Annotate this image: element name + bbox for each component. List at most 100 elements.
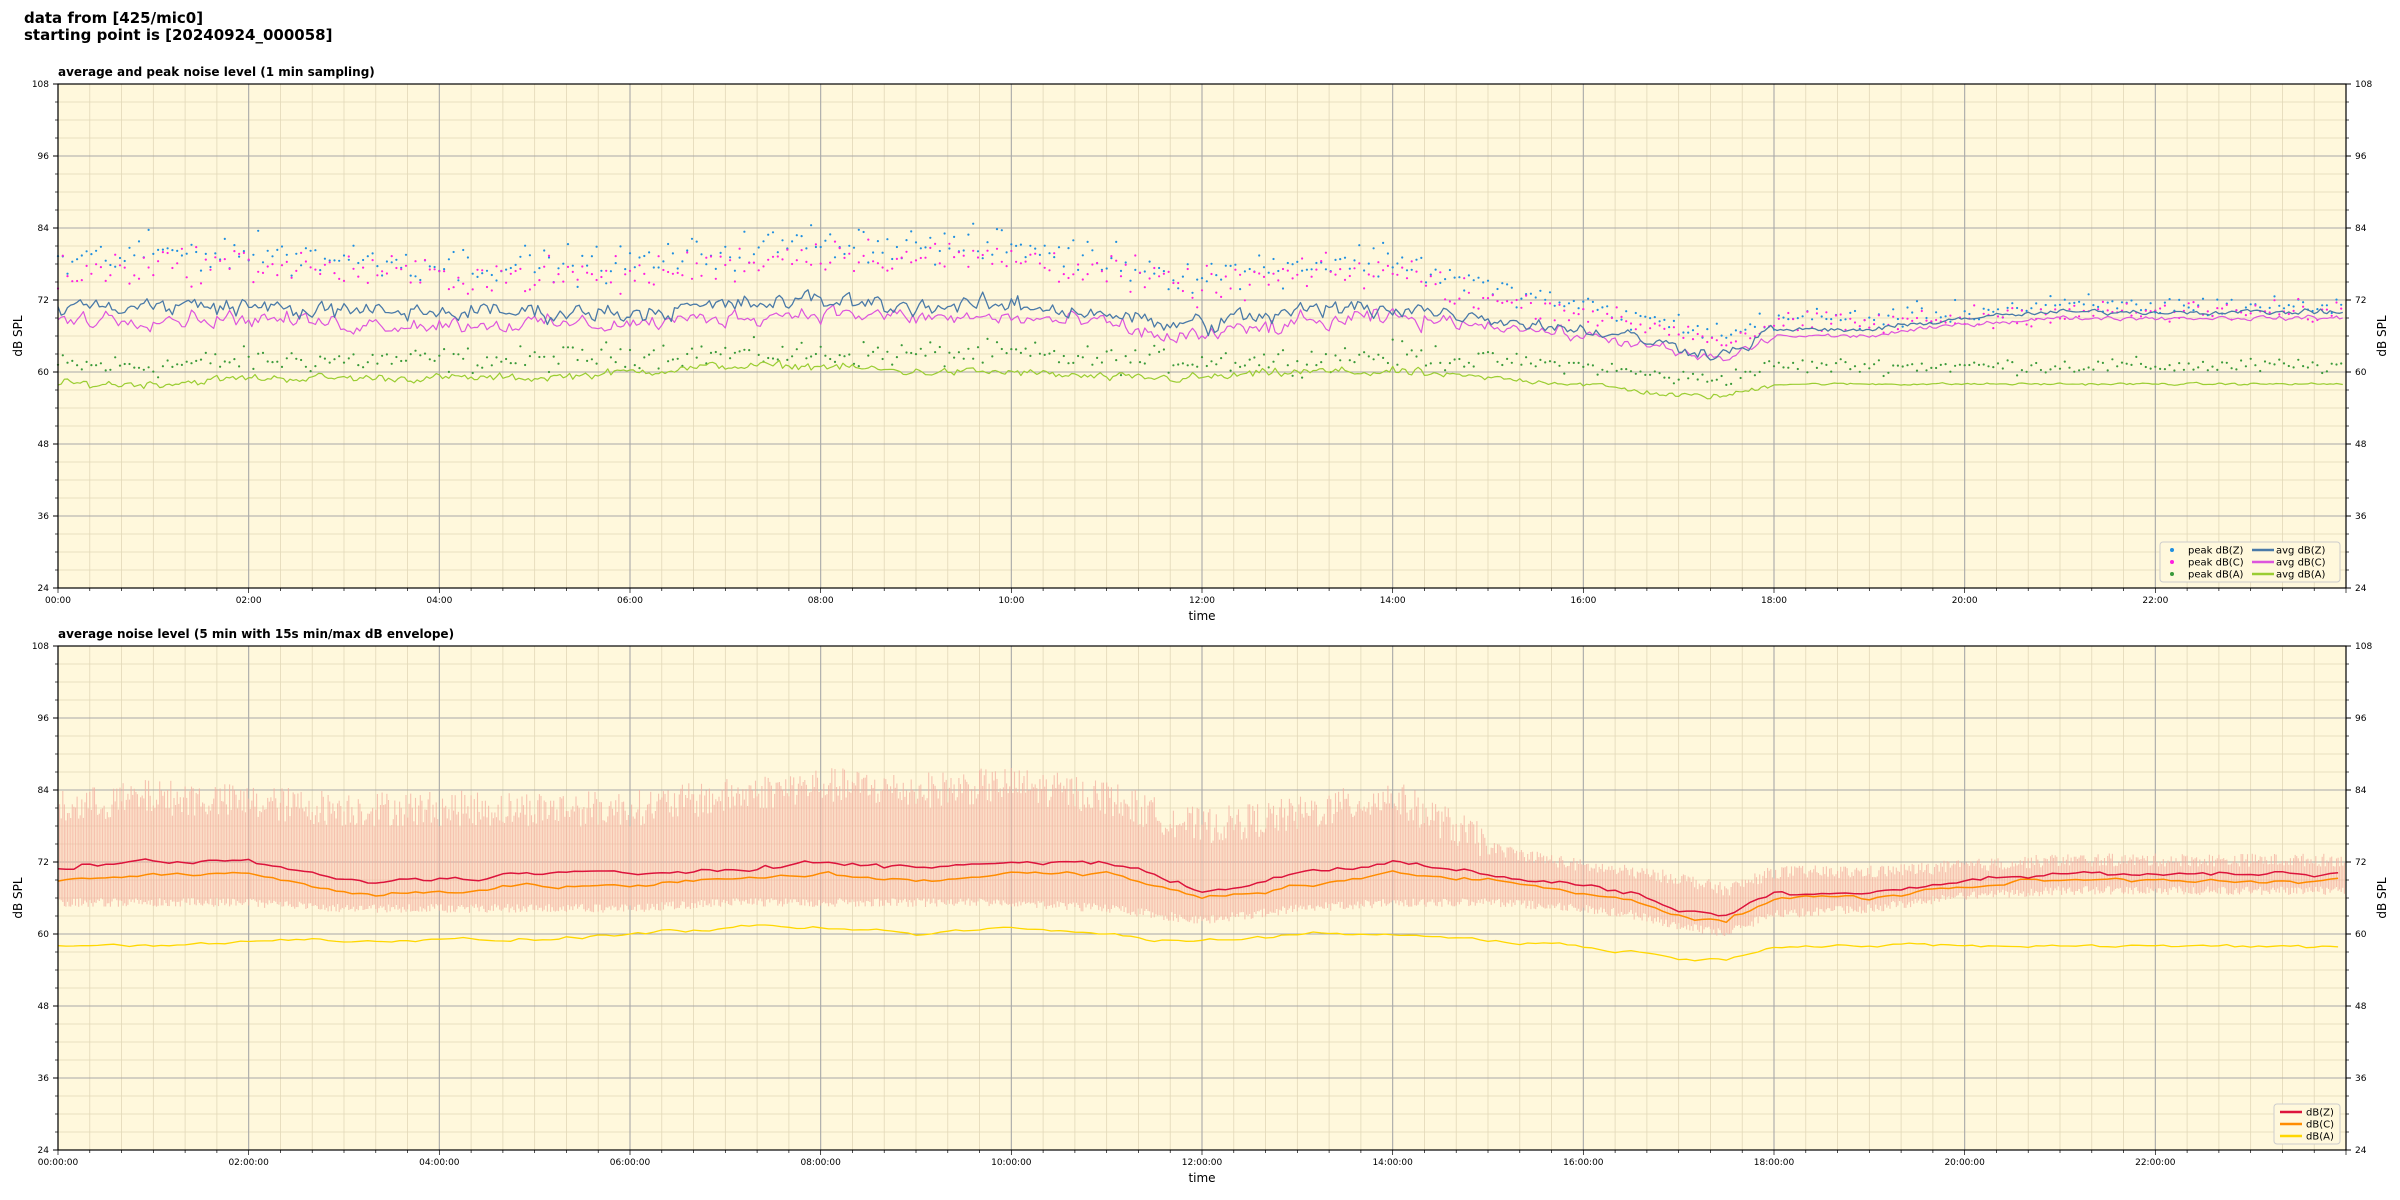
peak-a-point	[2297, 358, 2300, 361]
peak-c-point	[1653, 322, 1656, 325]
peak-a-point	[1553, 361, 1556, 364]
peak-c-point	[1200, 289, 1204, 292]
peak-a-point	[1625, 368, 1628, 371]
peak-c-point	[1668, 333, 1671, 336]
peak-z-point	[2268, 306, 2271, 309]
peak-c-point	[1915, 316, 1919, 320]
peak-c-point	[1315, 268, 1318, 271]
peak-a-point	[590, 358, 594, 361]
peak-z-point	[819, 245, 822, 249]
peak-a-point	[2240, 359, 2243, 362]
peak-z-point	[1153, 272, 1156, 275]
peak-z-point	[643, 254, 646, 258]
peak-z-point	[1463, 289, 1466, 292]
peak-z-point	[1358, 244, 1361, 247]
peak-z-point	[1744, 328, 1747, 331]
ytick-label-right: 96	[2355, 714, 2367, 724]
ytick-label-left: 60	[38, 930, 50, 940]
peak-c-point	[1048, 269, 1051, 272]
peak-z-point	[314, 249, 317, 252]
peak-a-point	[972, 357, 975, 360]
peak-c-point	[1601, 319, 1604, 322]
peak-c-point	[238, 252, 241, 255]
peak-z-point	[1734, 329, 1737, 332]
peak-z-point	[657, 266, 660, 269]
peak-z-point	[1486, 279, 1490, 282]
peak-z-point	[404, 253, 408, 256]
peak-z-point	[962, 249, 965, 252]
peak-c-point	[209, 268, 212, 271]
peak-a-point	[2058, 367, 2062, 370]
peak-c-point	[1463, 277, 1466, 280]
peak-z-point	[724, 245, 727, 248]
peak-z-point	[1996, 308, 2000, 311]
peak-a-point	[1601, 368, 1604, 371]
ytick-label-left: 72	[38, 858, 49, 868]
peak-c-point	[2130, 314, 2133, 317]
peak-c-point	[1672, 326, 1675, 329]
peak-z-point	[1010, 243, 1013, 246]
peak-z-point	[2178, 298, 2181, 301]
peak-a-point	[295, 357, 298, 360]
peak-c-point	[123, 266, 126, 269]
peak-c-point	[1410, 260, 1413, 263]
peak-c-point	[924, 256, 927, 259]
peak-a-point	[2335, 363, 2338, 366]
peak-z-point	[791, 240, 794, 243]
peak-z-point	[972, 222, 975, 225]
peak-a-point	[1177, 363, 1180, 366]
peak-a-point	[652, 349, 655, 352]
peak-a-point	[557, 362, 560, 365]
peak-z-point	[90, 253, 93, 256]
peak-z-point	[1515, 306, 1518, 309]
peak-z-point	[1405, 269, 1409, 272]
peak-z-point	[2073, 301, 2076, 304]
peak-z-point	[1510, 286, 1513, 289]
peak-c-point	[385, 272, 388, 275]
peak-c-point	[1301, 257, 1304, 260]
peak-a-point	[1019, 351, 1023, 354]
peak-c-point	[1772, 324, 1776, 327]
peak-c-point	[76, 279, 79, 283]
peak-c-point	[2311, 320, 2314, 323]
peak-z-point	[1896, 317, 1899, 321]
peak-a-point	[423, 352, 427, 355]
ytick-label-left: 108	[32, 80, 49, 90]
peak-a-point	[1215, 363, 1218, 366]
ytick-label-right: 84	[2355, 224, 2367, 234]
peak-c-point	[1296, 273, 1299, 276]
peak-c-point	[624, 273, 627, 276]
peak-z-point	[1591, 300, 1594, 303]
peak-z-point	[80, 254, 83, 257]
peak-c-point	[1391, 272, 1394, 275]
peak-z-point	[1057, 246, 1061, 249]
peak-c-point	[1634, 328, 1637, 331]
peak-a-point	[1853, 365, 1857, 368]
peak-a-point	[1305, 363, 1308, 366]
peak-c-point	[490, 289, 493, 292]
xtick-label: 16:00	[1570, 596, 1596, 606]
peak-a-point	[1772, 365, 1776, 368]
peak-c-point	[895, 257, 899, 260]
peak-c-point	[90, 272, 93, 275]
peak-c-point	[2249, 312, 2252, 315]
peak-z-point	[352, 244, 355, 247]
peak-c-point	[1787, 311, 1790, 315]
peak-z-point	[986, 241, 989, 244]
peak-a-point	[795, 348, 798, 351]
peak-c-point	[2092, 314, 2095, 317]
peak-z-point	[595, 245, 598, 248]
peak-a-point	[195, 359, 198, 362]
peak-a-point	[142, 368, 145, 371]
peak-c-point	[314, 268, 317, 271]
peak-c-point	[280, 264, 284, 267]
peak-a-point	[1291, 374, 1294, 377]
peak-c-point	[199, 282, 203, 285]
peak-c-point	[1687, 325, 1690, 328]
peak-z-point	[2187, 306, 2190, 309]
peak-c-point	[1148, 277, 1151, 280]
peak-a-point	[1439, 361, 1442, 364]
peak-z-point	[528, 254, 532, 257]
peak-z-point	[1248, 267, 1251, 271]
peak-z-point	[2006, 306, 2009, 309]
